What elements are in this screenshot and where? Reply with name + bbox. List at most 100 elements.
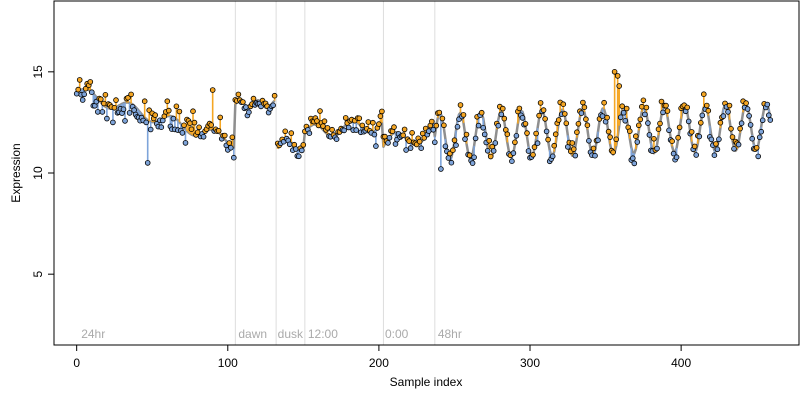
data-point (152, 112, 159, 118)
data-point (560, 101, 567, 107)
data-point (504, 131, 511, 138)
data-point (534, 140, 541, 147)
data-point (696, 133, 703, 140)
data-point (428, 118, 435, 125)
data-point (725, 109, 731, 115)
phase-labels: 24hr dawn dusk 12:00 0:00 48hr (81, 327, 462, 341)
data-point (642, 111, 648, 118)
data-point (182, 140, 189, 146)
data-point (533, 130, 539, 137)
data-point (79, 97, 86, 103)
data-point (552, 131, 559, 138)
x-tick-label: 200 (369, 356, 389, 370)
data-point (379, 108, 385, 115)
data-point (563, 120, 570, 127)
data-point (645, 120, 651, 126)
data-point (605, 128, 612, 135)
data-point (466, 152, 473, 159)
data-point (158, 124, 165, 130)
data-point (729, 134, 736, 140)
data-point (450, 147, 456, 154)
data-point (382, 133, 388, 140)
data-point (551, 142, 557, 149)
data-point (735, 141, 742, 148)
data-point (728, 126, 734, 132)
data-point (749, 135, 755, 142)
data-point (377, 113, 384, 119)
x-axis: 0 100 200 300 400 (73, 344, 691, 370)
data-point (243, 104, 249, 110)
data-point (632, 133, 639, 140)
y-axis: 5 10 15 (31, 65, 55, 278)
data-point (714, 146, 721, 153)
data-point (572, 152, 579, 159)
data-point (638, 103, 645, 110)
phase-label: dawn (238, 327, 267, 341)
data-point (191, 119, 198, 126)
data-point (765, 112, 772, 118)
x-tick-label: 400 (671, 356, 691, 370)
data-point (240, 99, 246, 105)
data-point (371, 131, 378, 138)
data-point (599, 113, 606, 119)
data-point (626, 128, 633, 135)
data-point (620, 110, 627, 116)
data-point (651, 136, 657, 142)
data-point (643, 104, 650, 111)
data-point (451, 137, 458, 144)
data-point (501, 115, 508, 122)
data-point (89, 89, 95, 95)
data-point (457, 102, 464, 108)
data-point (166, 107, 172, 114)
data-point (607, 134, 613, 140)
phase-label: dusk (278, 327, 304, 341)
data-point (498, 111, 505, 118)
data-point (619, 103, 625, 109)
data-point (512, 139, 518, 146)
data-point (406, 138, 412, 144)
x-axis-title: Sample index (390, 375, 463, 389)
data-point (537, 100, 544, 106)
phase-divider-lines (234, 1, 436, 345)
data-point (95, 109, 101, 115)
data-point (755, 153, 761, 160)
data-point (111, 105, 118, 111)
data-point (445, 155, 452, 161)
data-point (144, 160, 151, 166)
data-point (622, 118, 628, 124)
data-point (575, 121, 582, 127)
data-point (101, 100, 107, 107)
data-point (613, 136, 619, 143)
data-point (738, 120, 745, 126)
data-point (282, 128, 289, 135)
data-point (583, 116, 589, 122)
data-point (663, 102, 669, 109)
phase-label: 24hr (81, 327, 105, 341)
data-point (385, 140, 391, 146)
data-point (637, 116, 644, 123)
data-point (737, 125, 743, 132)
data-point (623, 105, 630, 112)
y-tick-label: 10 (31, 166, 45, 180)
data-point (342, 115, 349, 121)
data-point (481, 131, 488, 138)
data-point (286, 141, 293, 148)
x-tick-label: 0 (73, 356, 80, 370)
data-point (549, 153, 556, 160)
data-point (75, 86, 81, 93)
data-point (421, 135, 428, 141)
data-point (438, 166, 444, 172)
data-point (324, 125, 331, 131)
data-point (716, 136, 722, 143)
data-point (386, 135, 393, 141)
data-point (640, 97, 647, 104)
data-point (235, 91, 242, 98)
data-point (747, 122, 754, 128)
data-point (767, 117, 774, 123)
data-point (525, 148, 532, 154)
data-point (270, 102, 276, 109)
data-point (469, 160, 476, 166)
data-point (685, 118, 692, 125)
y-axis-title: Expression (9, 143, 23, 202)
